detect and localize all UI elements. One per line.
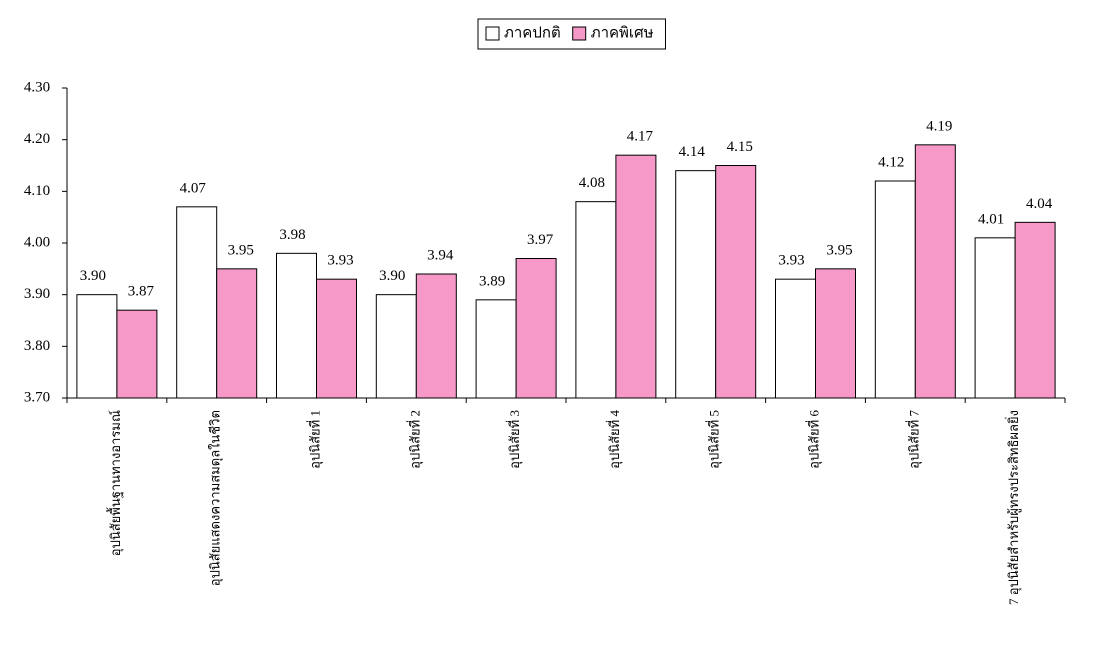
legend-swatch xyxy=(485,26,500,41)
bar xyxy=(276,252,317,399)
value-label: 3.95 xyxy=(228,242,254,258)
x-tick-label: อุปนิสัยแสดงความสมดุลในชีวิต xyxy=(208,410,224,586)
bar xyxy=(1014,221,1056,399)
y-tick-label: 4.10 xyxy=(24,183,50,199)
bar xyxy=(974,237,1016,399)
y-tick-label: 3.70 xyxy=(24,389,50,405)
bar xyxy=(316,278,357,399)
value-label: 3.97 xyxy=(527,232,554,248)
value-label: 3.87 xyxy=(128,284,155,300)
x-tick-label: อุปนิสัยที่ 7 xyxy=(905,410,922,469)
y-tick-label: 4.20 xyxy=(24,131,50,147)
bar xyxy=(475,299,517,399)
x-tick-label: อุปนิสัยที่ 6 xyxy=(805,410,822,469)
value-label: 4.17 xyxy=(627,129,654,145)
x-tick-label: 7 อุปนิสัยสำหรับผู้ทรงประสิทธิผลยิ่ง xyxy=(1005,410,1022,605)
bar xyxy=(415,273,457,399)
value-label: 4.04 xyxy=(1026,196,1053,212)
bar xyxy=(775,278,816,399)
bar xyxy=(675,170,717,399)
x-tick-label: อุปนิสัยที่ 4 xyxy=(606,410,623,469)
y-tick-label: 3.80 xyxy=(24,338,50,354)
x-tick-label: อุปนิสัยที่ 2 xyxy=(406,410,423,469)
value-label: 4.14 xyxy=(679,144,706,160)
bar xyxy=(216,268,258,399)
bar xyxy=(375,294,417,399)
value-label: 3.93 xyxy=(327,253,353,269)
value-label: 4.08 xyxy=(579,175,605,191)
value-label: 3.90 xyxy=(379,268,405,284)
bar xyxy=(176,206,218,399)
value-label: 3.98 xyxy=(279,227,305,243)
value-label: 3.93 xyxy=(778,253,804,269)
bar xyxy=(715,165,757,399)
legend-label: ภาคพิเศษ xyxy=(591,24,654,41)
value-label: 3.90 xyxy=(80,268,106,284)
x-tick-label: อุปนิสัยที่ 3 xyxy=(506,410,523,469)
legend-swatch xyxy=(572,26,587,41)
legend-label: ภาคปกติ xyxy=(504,24,561,41)
x-tick-label: อุปนิสัยที่ 1 xyxy=(306,410,323,469)
bar xyxy=(874,180,916,399)
bar xyxy=(615,154,657,399)
value-label: 4.07 xyxy=(180,180,207,196)
value-label: 3.95 xyxy=(826,242,852,258)
value-label: 4.01 xyxy=(978,211,1004,227)
x-tick-label: อุปนิสัยพื้นฐานทางอารมณ์ xyxy=(106,410,124,556)
y-tick-label: 4.00 xyxy=(24,234,50,250)
y-tick-label: 3.90 xyxy=(24,286,50,302)
bar xyxy=(116,309,158,399)
bar xyxy=(76,294,118,399)
bar xyxy=(914,144,956,399)
value-label: 4.15 xyxy=(727,139,753,155)
x-tick-label: อุปนิสัยที่ 5 xyxy=(706,410,723,469)
bar xyxy=(515,258,557,399)
bar xyxy=(575,201,617,399)
value-label: 3.89 xyxy=(479,273,505,289)
value-label: 4.19 xyxy=(926,118,952,134)
value-label: 4.12 xyxy=(878,154,904,170)
y-tick-label: 4.30 xyxy=(24,79,50,95)
bar xyxy=(815,268,856,399)
value-label: 3.94 xyxy=(427,247,454,263)
legend-box xyxy=(477,18,666,50)
